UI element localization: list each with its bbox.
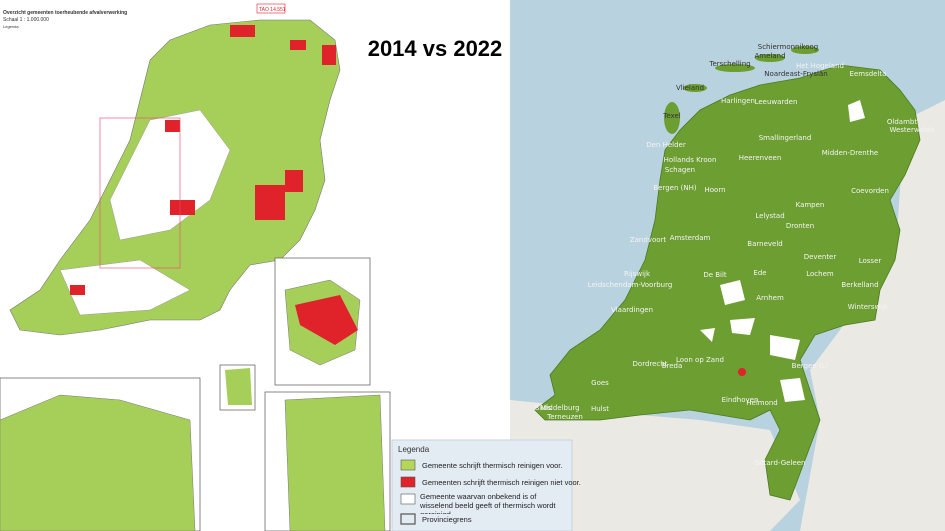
left-white-area [59, 259, 191, 316]
place-label: Zandvoort [630, 236, 667, 244]
place-label: Sittard-Geleen [755, 459, 806, 467]
legend: Legenda Gemeente schrijft thermisch rein… [391, 439, 581, 531]
netherlands [534, 64, 921, 501]
place-label: Coevorden [851, 187, 889, 195]
left-red-areas [70, 25, 336, 295]
left-legend-title: Legenda [3, 24, 19, 29]
legend-item: Gemeente waarvan onbekend is of wisselen… [420, 492, 556, 514]
place-label: Loon op Zand [676, 356, 724, 364]
place-label: Vlieland [676, 84, 704, 92]
legend-swatch [400, 493, 416, 505]
place-label: Hoorn [704, 186, 725, 194]
place-label: Eemsdelta [850, 70, 887, 78]
place-label: Winterswijk [848, 303, 889, 311]
place-label: Bergen (L) [792, 362, 829, 370]
title: 2014 vs 2022 [368, 36, 503, 61]
place-label: Lelystad [755, 212, 784, 220]
place-label: Breda [662, 362, 683, 370]
legend-item: Gemeenten schrijft thermisch reinigen ni… [422, 478, 581, 487]
place-label: Den Helder [646, 141, 686, 149]
place-label: Hollands Kroon [664, 156, 717, 164]
left-header: Overzicht gemeenten toerheubende afvalve… [3, 10, 127, 16]
legend-swatch [400, 513, 416, 525]
place-label: Midden-Drenthe [822, 149, 879, 157]
place-label: De Bilt [703, 271, 727, 279]
legend-swatch [400, 459, 416, 471]
legend-title: Legenda [398, 445, 430, 454]
place-label: Dronten [786, 222, 814, 230]
place-label: Harlingen [721, 97, 755, 105]
left-white-area [109, 109, 231, 241]
foreign-land [510, 100, 945, 531]
place-label: Terneuzen [546, 413, 583, 421]
place-label: Ede [753, 269, 766, 277]
place-label: Berkelland [841, 281, 878, 289]
legend-swatch [400, 476, 416, 488]
inset-frame [99, 117, 181, 269]
place-label: Amsterdam [670, 234, 711, 242]
place-label: Schagen [665, 166, 695, 174]
place-label: Westerwolde [889, 126, 934, 134]
legend-item: Provinciegrens [422, 515, 472, 524]
place-label: Vlaardingen [611, 306, 653, 314]
place-label: Ameland [754, 52, 785, 60]
place-label: Noardeast-Fryslân [764, 70, 827, 78]
place-label: Sluis [535, 404, 552, 412]
left-code: TAO 14.551 [259, 7, 286, 13]
place-label: Texel [662, 112, 681, 120]
place-label: Heerenveen [739, 154, 782, 162]
left-map: Overzicht gemeenten toerheubende afvalve… [0, 3, 391, 531]
place-label: Hulst [591, 405, 609, 413]
inset-land [0, 394, 196, 531]
place-label: Schiermonnikoog [758, 43, 818, 51]
inset-red [295, 295, 358, 345]
place-label: Helmond [746, 399, 778, 407]
inset-land [225, 368, 252, 405]
left-scale: Schaal 1 : 1.000.000 [3, 17, 49, 23]
place-label: Leeuwarden [755, 98, 798, 106]
legend-box [391, 439, 573, 531]
place-label: Kampen [796, 201, 825, 209]
place-label: Oldambt [887, 118, 917, 126]
inset-land [284, 394, 386, 531]
place-label: Losser [859, 257, 882, 265]
place-label: Middelburg [540, 404, 579, 412]
place-label: Barneveld [747, 240, 782, 248]
place-label: Deventer [804, 253, 837, 261]
place-label: Eindhoven [722, 396, 759, 404]
legend-item-wrap: Gemeente waarvan onbekend is of wisselen… [420, 492, 556, 514]
place-label: Terschelling [708, 60, 750, 68]
islands [664, 46, 819, 134]
place-label: Leidschendam-Voorburg [588, 281, 673, 289]
legend-item: Gemeente schrijft thermisch reinigen voo… [422, 461, 562, 470]
place-label: Lochem [806, 270, 834, 278]
place-label: Goes [591, 379, 609, 387]
place-label: Rijswijk [624, 270, 651, 278]
code-box [256, 3, 286, 14]
place-label: Dordrecht [633, 360, 668, 368]
place-label: Smallingerland [759, 134, 812, 142]
red-area [738, 368, 746, 376]
white-areas [700, 100, 865, 402]
place-label: Arnhem [756, 294, 784, 302]
place-label: Het Hogeland [796, 62, 844, 70]
place-label: Bergen (NH) [653, 184, 697, 192]
